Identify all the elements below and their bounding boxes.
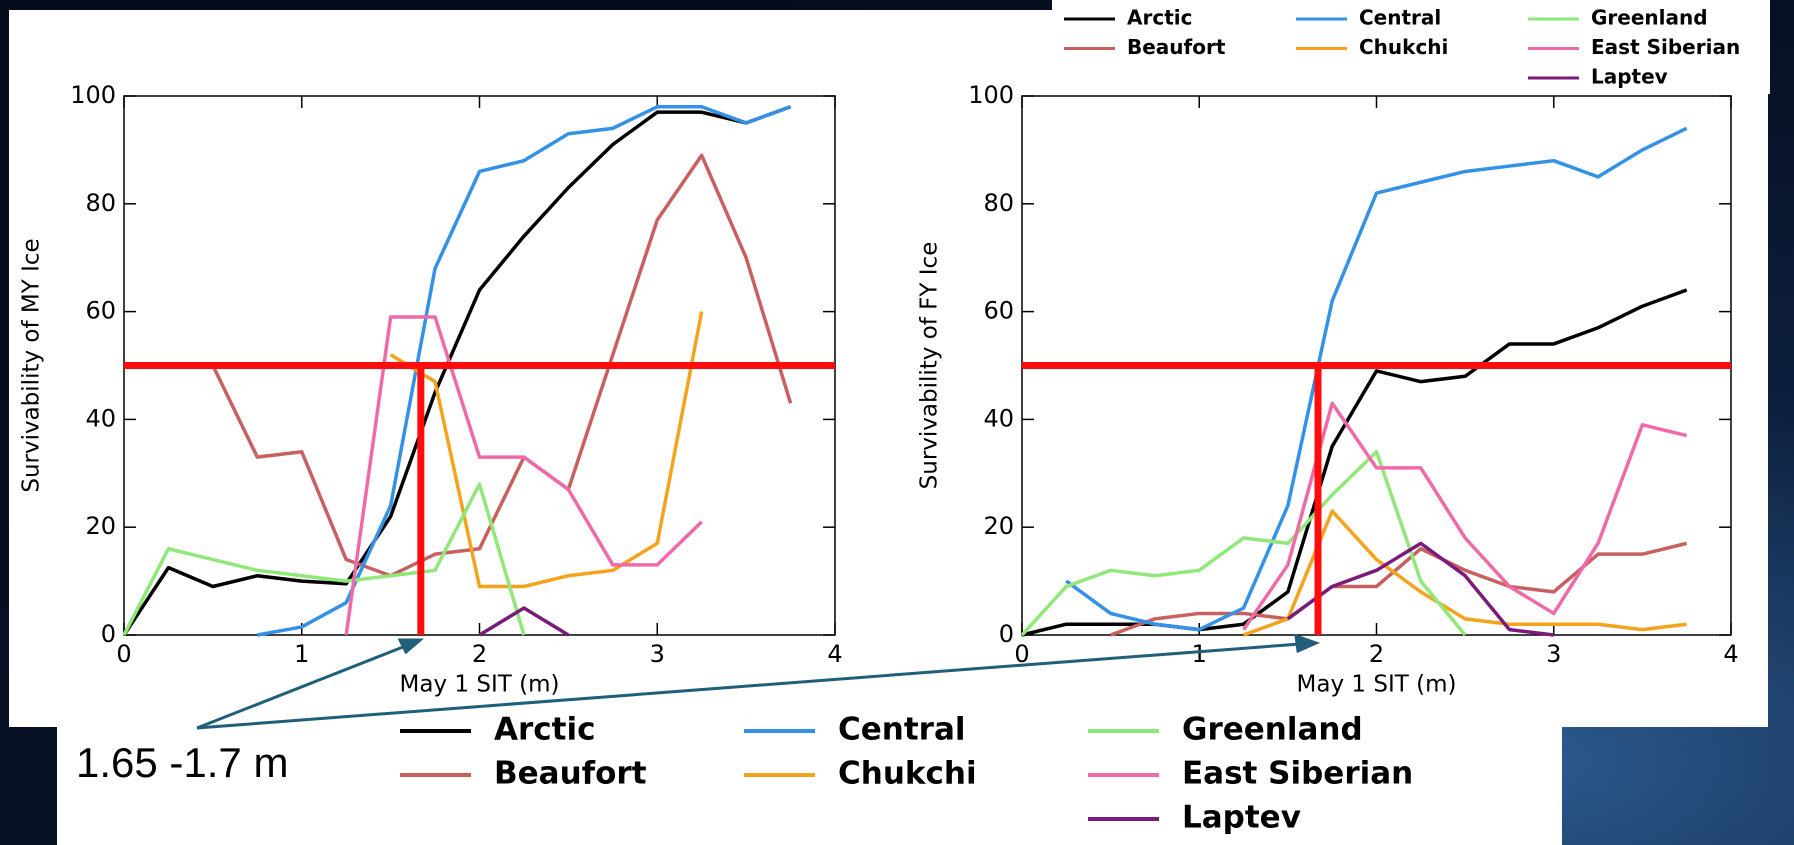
legend-label: Laptev	[1591, 65, 1668, 89]
y-tick-label: 80	[85, 189, 116, 217]
y-tick-label: 20	[85, 512, 116, 540]
legend-label: Greenland	[1591, 6, 1708, 30]
x-tick-label: 4	[827, 640, 842, 668]
legend-label: Central	[838, 712, 966, 748]
y-tick-label: 100	[968, 81, 1014, 109]
x-tick-label: 2	[472, 640, 487, 668]
screen: 1.65 -1.7 m 02040608010001234May 1 SIT (…	[0, 0, 1794, 845]
y-tick-label: 0	[101, 620, 116, 648]
legend-label: East Siberian	[1182, 756, 1413, 792]
y-tick-label: 60	[983, 297, 1014, 325]
legend-label: Greenland	[1182, 712, 1363, 748]
x-tick-label: 3	[1546, 640, 1561, 668]
y-axis-label: Survivability of MY Ice	[19, 238, 45, 492]
legend-label: Central	[1359, 6, 1441, 30]
y-tick-label: 60	[85, 297, 116, 325]
y-tick-label: 100	[70, 81, 116, 109]
legend-label: Arctic	[1127, 6, 1192, 30]
legend-label: Beaufort	[1127, 35, 1226, 59]
y-tick-label: 80	[983, 189, 1014, 217]
page: {"chart_data": [ {"type": "line", "xlabe…	[0, 0, 1794, 845]
legend-label: Arctic	[494, 712, 595, 748]
x-tick-label: 4	[1723, 640, 1738, 668]
y-axis-label: Survivability of FY Ice	[917, 242, 943, 490]
x-axis-label: May 1 SIT (m)	[400, 672, 560, 698]
legend-label: Chukchi	[1359, 35, 1448, 59]
x-axis-label: May 1 SIT (m)	[1297, 672, 1457, 698]
x-tick-label: 1	[294, 640, 309, 668]
legend-label: Beaufort	[494, 756, 647, 792]
x-tick-label: 2	[1369, 640, 1384, 668]
legend-label: Chukchi	[838, 756, 977, 792]
y-tick-label: 20	[983, 512, 1014, 540]
y-tick-label: 0	[999, 620, 1014, 648]
x-tick-label: 0	[116, 640, 131, 668]
x-tick-label: 1	[1192, 640, 1207, 668]
legend-label: East Siberian	[1591, 35, 1740, 59]
y-tick-label: 40	[85, 404, 116, 432]
y-tick-label: 40	[983, 404, 1014, 432]
x-tick-label: 3	[650, 640, 665, 668]
legend-label: Laptev	[1182, 800, 1301, 836]
annotation: 1.65 -1.7 m	[76, 739, 288, 786]
